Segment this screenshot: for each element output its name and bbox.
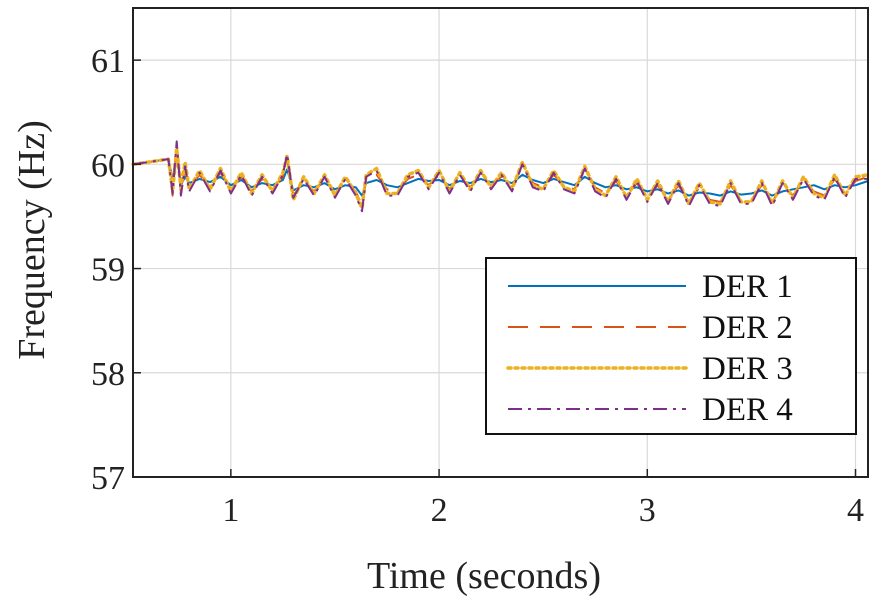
y-tick-label: 59 [91, 252, 125, 289]
legend-label-der-2: DER 2 [702, 310, 793, 346]
series-lines [131, 140, 870, 213]
y-axis-label: Frequency (Hz) [11, 120, 53, 360]
legend-label-der-1: DER 1 [702, 269, 793, 305]
y-tick-label: 60 [91, 147, 125, 184]
x-tick-label: 1 [222, 492, 239, 529]
y-tick-label: 61 [91, 43, 125, 80]
axis-ticks: 1 2 3 4 57 58 59 60 61 [91, 43, 864, 529]
x-tick-label: 2 [431, 492, 448, 529]
y-tick-label: 58 [91, 356, 125, 393]
y-tick-label: 57 [91, 460, 125, 497]
plot-frame [132, 7, 869, 478]
legend-label-der-4: DER 4 [702, 392, 793, 428]
x-tick-label: 3 [639, 492, 656, 529]
x-tick-label: 4 [847, 492, 864, 529]
series-line-der-4 [132, 140, 868, 213]
legend-label-der-3: DER 3 [702, 351, 793, 387]
x-axis-label: Time (seconds) [367, 555, 601, 597]
legend-box [485, 257, 857, 435]
legend: DER 1 DER 2 DER 3 DER 4 [485, 257, 857, 435]
